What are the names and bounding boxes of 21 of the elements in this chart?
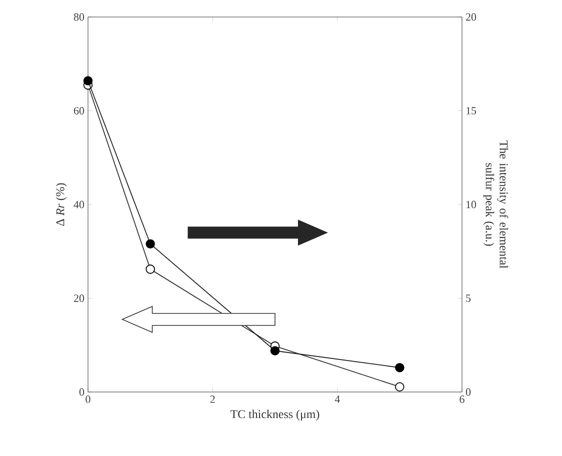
point	[270, 346, 280, 356]
point	[83, 76, 93, 86]
y-tick-label: 60	[74, 107, 84, 114]
x-tick-label: 6	[460, 396, 464, 403]
y2-tick-label: 20	[466, 13, 476, 21]
point	[395, 362, 404, 372]
y2-tick-label: 0	[466, 388, 471, 396]
y2-tick-label: 10	[466, 200, 476, 208]
point	[146, 239, 155, 249]
y-tick-label: 40	[74, 200, 84, 208]
x-tick-label: 4	[334, 396, 340, 403]
y2-tick-label: 5	[466, 294, 471, 302]
x-tick-label: 2	[210, 396, 215, 403]
x-tick-label: 0	[86, 396, 90, 403]
y2-tick-label: 15	[466, 107, 476, 114]
y2-axis-title: The intensity of elemental sulfur peak (a.u.)	[483, 140, 508, 268]
y-tick-label: 80	[74, 13, 84, 21]
y-tick-label: 0	[79, 388, 84, 396]
y-axis-title: Δ Rr (%)	[56, 183, 67, 226]
y-tick-label: 20	[74, 294, 84, 302]
x-axis-title: TC thickness (μm)	[230, 410, 320, 421]
